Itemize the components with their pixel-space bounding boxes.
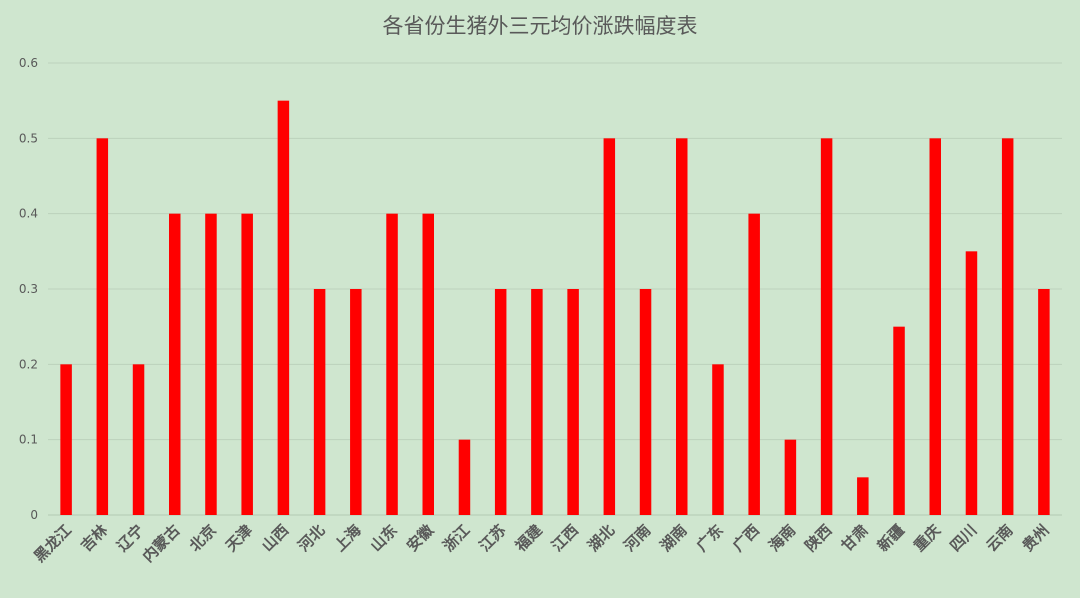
x-category-label: 内蒙古	[139, 521, 184, 566]
bar-重庆	[929, 138, 941, 516]
x-category-label: 云南	[983, 521, 1017, 555]
x-category-label: 陕西	[801, 521, 835, 555]
x-category-label: 江苏	[476, 521, 510, 555]
bar-湖南	[676, 138, 688, 516]
x-category-label: 广东	[693, 521, 727, 555]
x-category-label: 新疆	[874, 521, 908, 555]
bar-山西	[277, 100, 290, 516]
x-category-label: 山西	[258, 521, 292, 555]
bar-黑龙江	[60, 364, 72, 515]
y-tick-label: 0.4	[19, 207, 38, 221]
bar-河北	[313, 289, 326, 515]
bar-陕西	[820, 138, 833, 516]
x-category-label: 甘肃	[838, 521, 872, 555]
x-category-label: 安徽	[403, 520, 438, 555]
y-tick-label: 0.3	[19, 282, 38, 296]
x-category-label: 湖南	[657, 521, 691, 555]
x-category-label: 上海	[331, 521, 365, 555]
x-category-label: 天津	[222, 521, 256, 555]
bar-新疆	[893, 326, 905, 515]
gridlines	[48, 62, 1062, 516]
bar-湖北	[603, 138, 616, 516]
bar-辽宁	[132, 364, 145, 515]
bar-海南	[784, 439, 797, 515]
x-category-label: 广西	[729, 521, 763, 555]
x-category-label: 四川	[946, 521, 980, 555]
y-tick-label: 0.5	[19, 131, 38, 145]
y-tick-label: 0	[30, 508, 38, 522]
bar-安徽	[422, 213, 434, 515]
x-category-label: 山东	[367, 521, 401, 555]
x-category-label: 北京	[186, 521, 220, 555]
bar-四川	[965, 251, 978, 516]
y-tick-label: 0.6	[19, 56, 38, 70]
y-tick-label: 0.1	[19, 433, 38, 447]
x-category-label: 重庆	[910, 521, 944, 555]
bar-云南	[1001, 138, 1014, 516]
bar-山东	[386, 213, 398, 515]
x-category-label: 河南	[620, 521, 654, 555]
bar-福建	[531, 289, 543, 515]
chart-title: 各省份生猪外三元均价涨跌幅度表	[383, 14, 698, 38]
x-category-label: 海南	[765, 521, 799, 555]
x-category-label: 吉林	[77, 520, 112, 555]
x-category-label: 福建	[511, 520, 546, 555]
bar-吉林	[96, 138, 109, 516]
bar-浙江	[458, 439, 471, 515]
y-axis-tick-labels: 0 0.1 0.2 0.3 0.4 0.5 0.6	[19, 56, 38, 522]
bar-广西	[748, 213, 760, 515]
bar-内蒙古	[169, 213, 181, 515]
x-category-label: 河北	[294, 521, 328, 555]
bar-北京	[205, 213, 217, 515]
x-category-label: 浙江	[439, 521, 473, 555]
bar-河南	[639, 289, 652, 515]
y-tick-label: 0.2	[19, 357, 38, 371]
bar-series	[60, 100, 1050, 516]
bar-上海	[350, 289, 362, 515]
x-category-label: 贵州	[1019, 521, 1053, 555]
bar-江西	[567, 289, 579, 515]
x-category-label: 江西	[548, 521, 582, 555]
bar-天津	[241, 213, 253, 515]
bar-贵州	[1038, 289, 1050, 515]
bar-江苏	[494, 289, 507, 515]
x-category-label: 湖北	[584, 521, 618, 555]
bar-甘肃	[857, 477, 869, 515]
x-category-label: 黑龙江	[30, 521, 75, 566]
bar-广东	[712, 364, 724, 515]
